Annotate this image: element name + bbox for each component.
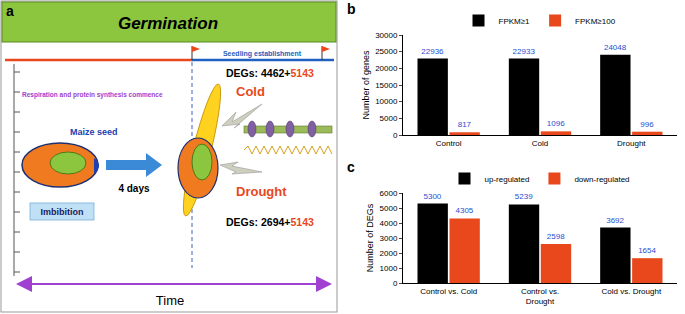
svg-text:Imbibition: Imbibition	[41, 207, 84, 217]
html-text:c: c	[347, 159, 355, 175]
svg-text:1654: 1654	[638, 246, 656, 255]
svg-text:3000: 3000	[380, 234, 398, 243]
svg-text:5000: 5000	[380, 204, 398, 213]
svg-text:817: 817	[458, 120, 472, 129]
svg-text:Number of genes: Number of genes	[361, 50, 371, 120]
svg-text:20000: 20000	[375, 64, 398, 73]
svg-text:Number of DEGs: Number of DEGs	[365, 203, 375, 272]
svg-text:Maize seed: Maize seed	[70, 127, 118, 137]
svg-text:30000: 30000	[375, 31, 398, 40]
svg-text:Cold vs. Drought: Cold vs. Drought	[602, 287, 662, 296]
svg-text:up-regulated: up-regulated	[485, 175, 530, 184]
svg-text:6000: 6000	[380, 189, 398, 198]
svg-text:Control: Control	[436, 139, 462, 148]
svg-text:1096: 1096	[547, 119, 565, 128]
svg-text:Drought: Drought	[236, 184, 287, 199]
svg-text:Time: Time	[156, 293, 184, 308]
svg-text:4000: 4000	[380, 219, 398, 228]
svg-text:Cold: Cold	[236, 84, 265, 99]
svg-text:DEGs: 4462+5143: DEGs: 4462+5143	[226, 67, 314, 79]
svg-text:22936: 22936	[421, 47, 444, 56]
svg-text:FPKM≥1: FPKM≥1	[499, 17, 531, 26]
svg-text:Respiration and protein synthe: Respiration and protein synthesis commen…	[22, 91, 163, 99]
svg-text:5300: 5300	[424, 192, 442, 201]
svg-text:Cold: Cold	[532, 139, 548, 148]
svg-text:10000: 10000	[375, 97, 398, 106]
html-text:a: a	[6, 3, 14, 19]
svg-text:15000: 15000	[375, 81, 398, 90]
svg-text:0: 0	[393, 131, 398, 140]
svg-text:3692: 3692	[606, 216, 624, 225]
svg-text:Control vs. Cold: Control vs. Cold	[420, 287, 477, 296]
svg-text:down-regulated: down-regulated	[574, 175, 629, 184]
svg-text:FPKM≥100: FPKM≥100	[575, 17, 616, 26]
svg-text:Drought: Drought	[617, 139, 646, 148]
html-text:b: b	[347, 1, 356, 17]
svg-text:22933: 22933	[513, 47, 536, 56]
svg-text:DEGs: 2694+5143: DEGs: 2694+5143	[226, 216, 314, 228]
svg-text:2000: 2000	[380, 249, 398, 258]
svg-text:Seedling establishment: Seedling establishment	[223, 50, 302, 58]
svg-text:24048: 24048	[604, 43, 627, 52]
svg-text:5000: 5000	[380, 114, 398, 123]
svg-text:1000: 1000	[380, 264, 398, 273]
svg-text:996: 996	[640, 120, 654, 129]
svg-text:4305: 4305	[455, 206, 473, 215]
svg-text:5239: 5239	[515, 192, 533, 201]
svg-text:25000: 25000	[375, 47, 398, 56]
svg-text:Germination: Germination	[118, 14, 218, 33]
svg-text:4 days: 4 days	[118, 183, 150, 194]
svg-text:0: 0	[393, 279, 398, 288]
svg-text:2598: 2598	[547, 232, 565, 241]
svg-text:Control vs.Drought: Control vs.Drought	[521, 287, 559, 306]
